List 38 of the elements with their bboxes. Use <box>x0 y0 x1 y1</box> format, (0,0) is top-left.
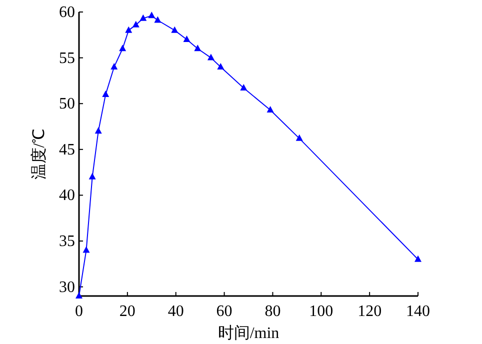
point <box>154 16 162 23</box>
point <box>88 172 96 180</box>
point <box>171 26 178 33</box>
point <box>183 35 190 42</box>
point <box>207 54 214 60</box>
y-tick-label: 35 <box>59 233 75 250</box>
x-tick-label: 120 <box>358 303 382 320</box>
x-tick-label: 20 <box>119 303 136 320</box>
point <box>132 20 140 28</box>
y-tick-label: 55 <box>59 50 75 67</box>
x-tick-label: 40 <box>168 303 184 320</box>
point <box>296 134 303 141</box>
y-tick-label: 50 <box>59 96 75 113</box>
point <box>76 292 82 298</box>
x-tick-label: 100 <box>309 303 334 320</box>
point <box>110 62 118 70</box>
point <box>217 62 224 70</box>
point <box>266 106 274 113</box>
point <box>125 26 132 33</box>
x-tick-label: 60 <box>216 303 232 320</box>
x-axis-title: 时间/min <box>218 324 280 342</box>
y-axis-title: 温度/℃ <box>30 128 48 180</box>
y-tick-label: 45 <box>59 141 75 158</box>
x-tick-label: 140 <box>406 303 430 320</box>
y-tick-label: 60 <box>59 4 75 21</box>
point <box>102 90 110 97</box>
point <box>140 14 147 21</box>
y-tick-label: 30 <box>59 278 75 296</box>
x-tick-label: 0 <box>75 303 83 320</box>
x-tick-label: 80 <box>264 303 281 320</box>
point <box>414 255 422 262</box>
point <box>194 44 202 52</box>
point <box>94 127 102 134</box>
point <box>82 246 90 253</box>
point <box>240 84 248 91</box>
y-tick-label: 40 <box>59 187 75 204</box>
point <box>119 44 126 52</box>
point <box>148 12 156 18</box>
